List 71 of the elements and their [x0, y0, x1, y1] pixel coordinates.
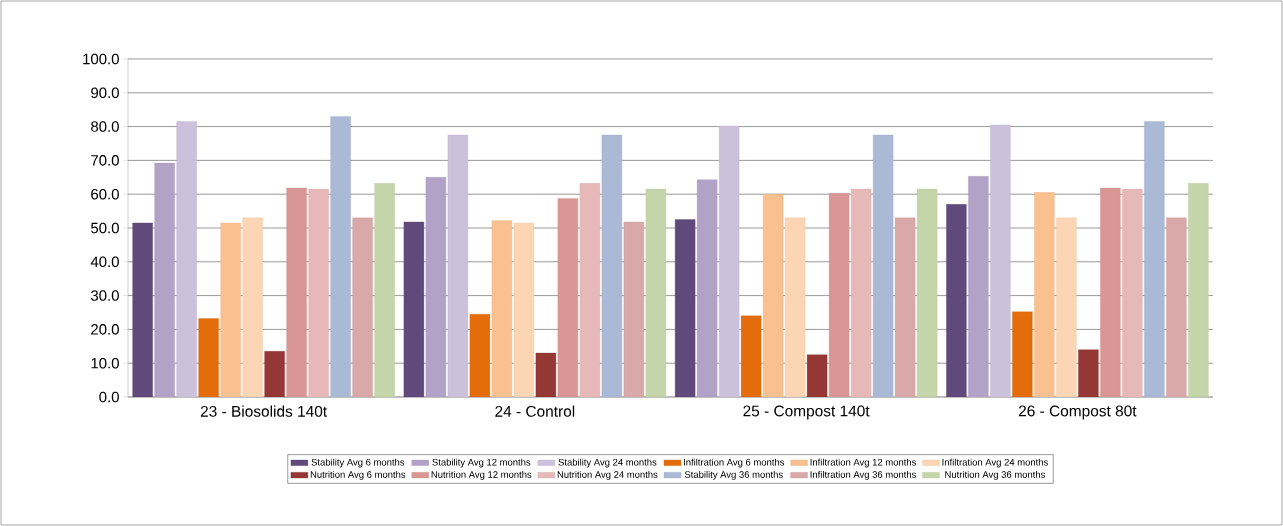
bar — [806, 354, 828, 397]
bar — [990, 124, 1011, 397]
bar — [491, 220, 513, 397]
legend-label: Infiltration Avg 36 months — [810, 470, 917, 480]
x-tick-label: 25 - Compost 140t — [743, 405, 870, 420]
y-tick-label: 30.0 — [90, 290, 119, 301]
bar — [176, 121, 197, 397]
bar — [1100, 187, 1121, 397]
bar — [264, 351, 285, 397]
bar — [1188, 183, 1209, 397]
bar — [1034, 192, 1055, 397]
bar — [403, 221, 425, 397]
bar — [645, 188, 667, 397]
y-tick-label: 20.0 — [91, 324, 119, 335]
x-tick-label: 24 - Control — [495, 405, 575, 417]
y-tick-label: 70.0 — [91, 155, 119, 166]
y-tick-label: 60.0 — [91, 188, 119, 200]
bar — [850, 188, 872, 397]
bar — [623, 221, 645, 397]
bar — [535, 352, 557, 397]
y-tick-label: 100.0 — [83, 53, 119, 65]
bar — [374, 183, 395, 397]
bar — [154, 162, 175, 397]
bar — [220, 222, 241, 397]
y-tick-label: 10.0 — [91, 357, 119, 369]
bar — [308, 188, 329, 397]
bar — [198, 318, 219, 397]
legend-label: Infiltration Avg 12 months — [810, 458, 917, 468]
bar — [762, 194, 784, 397]
legend-label: Infiltration Avg 24 months — [942, 458, 1048, 468]
bar — [784, 217, 806, 397]
bar — [601, 134, 623, 397]
y-tick-label: 90.0 — [91, 87, 119, 99]
legend-label: Stability Avg 12 months — [432, 458, 531, 468]
bar — [872, 134, 894, 397]
x-tick-label: 26 - Compost 80t — [1018, 405, 1137, 420]
y-tick-label: 50.0 — [91, 222, 119, 234]
bar — [1122, 188, 1143, 397]
legend-label: Stability Avg 24 months — [558, 458, 657, 468]
bar — [1056, 217, 1077, 397]
bar — [132, 222, 153, 397]
legend-label: Stability Avg 6 months — [311, 458, 405, 468]
x-tick-label: 23 - Biosolids 140t — [200, 405, 327, 417]
legend-label: Nutrition Avg 24 months — [557, 470, 658, 480]
legend-label: Nutrition Avg 12 months — [431, 470, 532, 480]
bar — [968, 176, 989, 397]
bar — [946, 204, 967, 397]
bar — [352, 217, 373, 397]
bar — [447, 134, 469, 397]
bar — [1166, 217, 1187, 397]
bar — [469, 314, 491, 397]
legend-label: Nutrition Avg 6 months — [310, 470, 406, 480]
y-tick-label: 80.0 — [91, 121, 119, 132]
bar — [579, 183, 601, 397]
bar — [740, 315, 762, 397]
bar — [513, 222, 535, 397]
bar — [718, 125, 740, 397]
bar — [674, 219, 696, 397]
y-tick-label: 0.0 — [99, 391, 119, 403]
bar — [894, 217, 916, 397]
bar — [1012, 311, 1033, 397]
legend-label: Nutrition Avg 36 months — [945, 470, 1046, 480]
bar — [1144, 121, 1165, 397]
bar — [1078, 349, 1099, 397]
legend-label: Infiltration Avg 6 months — [683, 458, 785, 468]
bar — [242, 217, 263, 397]
legend-label: Stability Avg 36 months — [684, 470, 783, 480]
bar — [330, 116, 351, 397]
y-tick-label: 40.0 — [90, 256, 119, 268]
bar — [286, 187, 307, 397]
bar — [916, 188, 938, 397]
